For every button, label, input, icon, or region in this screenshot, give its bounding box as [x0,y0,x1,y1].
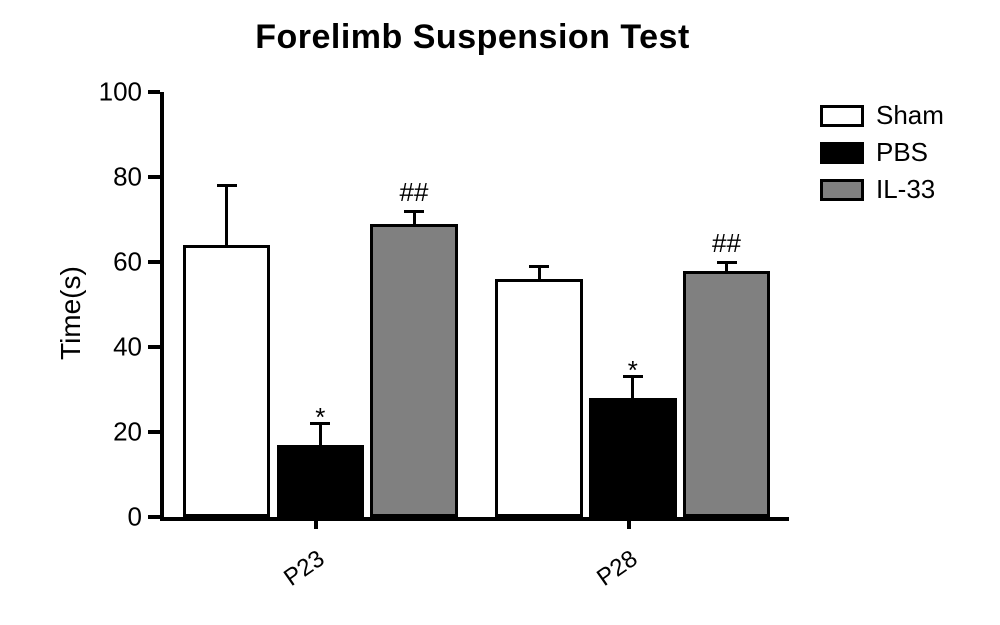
y-tick-label: 0 [128,502,142,533]
y-tick-label: 60 [113,247,142,278]
bar [495,279,583,517]
plot-area: * ## * ## [160,92,789,521]
legend-item: PBS [820,137,944,168]
y-axis-label: Time(s) [55,266,87,360]
error-cap [529,265,549,268]
chart-container: Forelimb Suspension Test Time(s) *##*## … [0,0,1000,625]
significance-marker: * [315,402,325,433]
error-bar [538,266,541,279]
bar [370,224,458,517]
legend-swatch [820,105,864,127]
y-tick-label: 100 [99,77,142,108]
bar [683,271,771,518]
legend-item: Sham [820,100,944,131]
y-tick-label: 20 [113,417,142,448]
x-tick-label: P28 [592,545,643,592]
legend-swatch [820,179,864,201]
x-tick [314,517,318,529]
error-cap [717,261,737,264]
bar [277,445,365,517]
error-bar [225,186,228,246]
y-tick [148,260,160,264]
y-tick-label: 40 [113,332,142,363]
significance-marker: ## [712,228,741,259]
y-tick [148,175,160,179]
y-tick-label: 80 [113,162,142,193]
chart-title: Forelimb Suspension Test [255,18,690,57]
legend-label: PBS [876,137,928,168]
legend-swatch [820,142,864,164]
error-bar [413,211,416,224]
x-tick [627,517,631,529]
bar [589,398,677,517]
y-tick [148,515,160,519]
error-cap [217,184,237,187]
error-cap [404,210,424,213]
legend-label: Sham [876,100,944,131]
significance-marker: ## [400,177,429,208]
legend-item: IL-33 [820,174,944,205]
bar [183,245,271,517]
significance-marker: * [628,355,638,386]
y-tick [148,345,160,349]
y-tick [148,430,160,434]
legend-label: IL-33 [876,174,935,205]
x-tick-label: P23 [279,545,330,592]
y-tick [148,90,160,94]
legend: Sham PBS IL-33 [820,100,944,211]
